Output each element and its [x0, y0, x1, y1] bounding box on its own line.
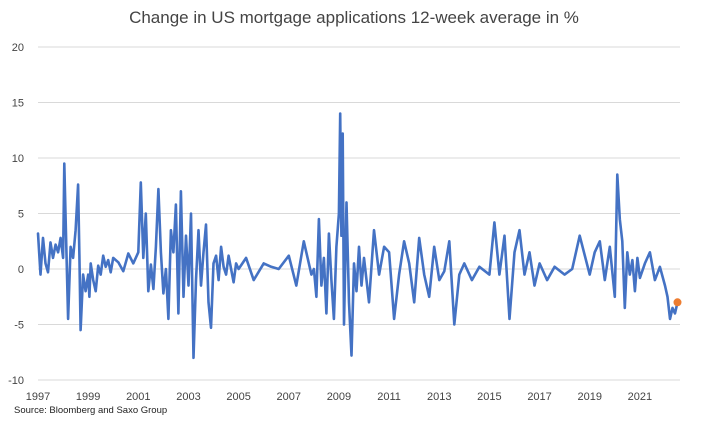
y-axis-ticks: 20 15 10 5 0 -5 -10: [8, 42, 24, 387]
x-tick-label: 2005: [226, 391, 250, 403]
latest-value-marker: [673, 298, 682, 307]
y-tick-label: 0: [18, 264, 24, 276]
series-line: [36, 112, 679, 360]
y-tick-label: -10: [8, 375, 24, 387]
chart-title: Change in US mortgage applications 12-we…: [129, 8, 579, 27]
x-tick-label: 2011: [377, 391, 401, 403]
y-tick-label: 15: [12, 98, 24, 110]
series-layer: [36, 112, 679, 360]
x-tick-label: 2001: [126, 391, 150, 403]
y-tick-label: 20: [12, 42, 24, 54]
x-tick-label: 1999: [76, 391, 100, 403]
x-tick-label: 2013: [427, 391, 451, 403]
y-tick-label: 5: [18, 209, 24, 221]
x-tick-label: 2007: [277, 391, 301, 403]
x-axis-ticks: 1997 1999 2001 2003 2005 2007 2009 2011 2013 2015…: [26, 391, 652, 403]
y-tick-label: 10: [12, 153, 24, 165]
chart-source-note: Source: Bloomberg and Saxo Group: [14, 405, 168, 416]
x-tick-label: 1997: [26, 391, 50, 403]
x-tick-label: 2015: [477, 391, 501, 403]
x-tick-label: 2017: [527, 391, 551, 403]
y-tick-label: -5: [14, 320, 24, 332]
x-tick-label: 2003: [176, 391, 200, 403]
marker-layer: [673, 298, 682, 307]
gridlines: [38, 46, 680, 381]
x-tick-label: 2009: [327, 391, 351, 403]
x-tick-label: 2019: [577, 391, 601, 403]
x-tick-label: 2021: [628, 391, 652, 403]
